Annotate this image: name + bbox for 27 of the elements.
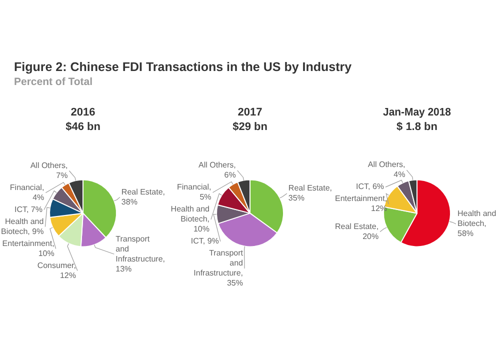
slice-label: Financial, 5% (177, 182, 212, 202)
chart-subtitle: $46 bn (66, 120, 101, 133)
text: Percent of Total (14, 76, 94, 88)
slice-label: Real Estate, 38% (121, 187, 165, 206)
slice-label: ICT, 6% (356, 182, 384, 192)
chart-subtitle: $29 bn (232, 120, 268, 133)
slice-label: ICT, 9% (190, 236, 219, 246)
slice-label: Transport and Infrastructure, 13% (116, 234, 166, 274)
slice-label: All Others, 7% (30, 160, 68, 180)
slice-label: Real Estate, 20% (335, 222, 379, 241)
chart-title: 2016 (70, 106, 96, 119)
slice-label: Financial, 4% (10, 182, 44, 202)
text: Figure 2: Chinese FDI Transactions in the US by Industry (14, 60, 352, 74)
slice-label: Transport and Infrastructure, 35% (194, 248, 244, 288)
slice-label: All Others, 4% (368, 160, 406, 180)
slice-label: Entertainment, 10% (2, 238, 54, 258)
slice-label: Consumer, 12% (37, 260, 76, 280)
slice-label: Real Estate, 35% (288, 184, 332, 203)
slice-label: Health and Biotech, 10% (170, 204, 210, 234)
chart-title: Jan-May 2018 (383, 106, 451, 119)
slice-label: Health and Biotech, 9% (0, 216, 44, 236)
chart-title: 2017 (238, 106, 262, 119)
slice-label: ICT, 7% (14, 204, 42, 214)
chart-subtitle: $ 1.8 bn (396, 120, 438, 133)
slice-label: Entertainment, 12% (334, 194, 388, 214)
slice-label: Health and Biotech, 58% (458, 209, 496, 238)
slice-label: All Others, 6% (198, 160, 236, 180)
